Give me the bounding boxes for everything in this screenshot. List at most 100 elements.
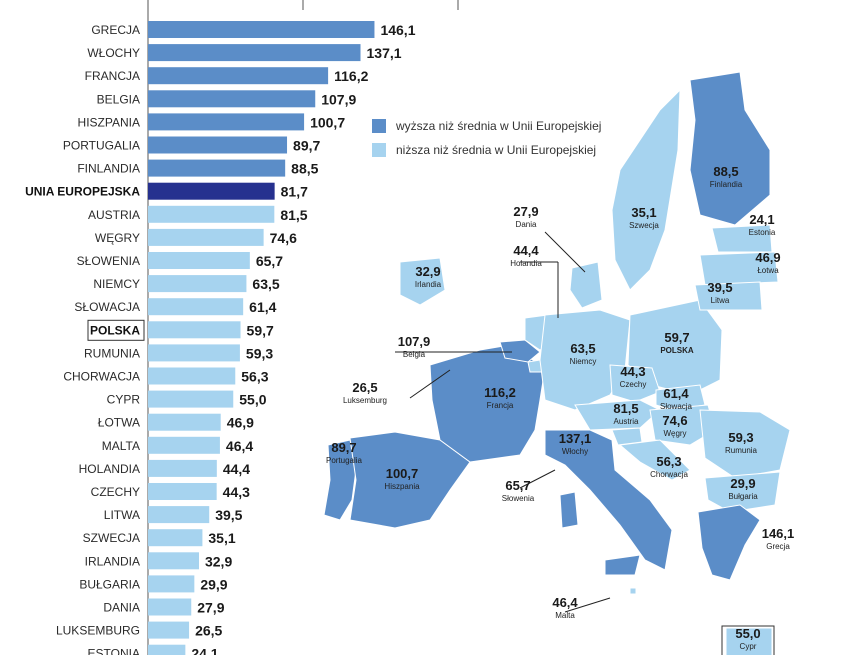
value-label: 26,5 [195,623,222,639]
category-label: HOLANDIA [79,462,140,476]
bar [148,159,286,177]
map-value-litwa: 39,5 [707,280,732,295]
value-label: 74,6 [270,230,297,246]
map-value-cypr: 55,0 [735,626,760,641]
map-name-włochy: Włochy [562,447,588,456]
category-label: ŁOTWA [98,416,140,430]
value-label: 56,3 [241,369,268,385]
region-bulgaria [704,471,781,513]
highlight-box [87,319,145,341]
map-value-słowenia: 65,7 [505,478,530,493]
bar [148,113,305,131]
value-label: 44,4 [223,461,250,477]
category-label: CHORWACJA [63,370,140,384]
category-label: HISZPANIA [78,115,140,129]
value-label: 46,9 [227,415,254,431]
bar [148,621,190,639]
value-label: 29,9 [200,576,227,592]
category-label: MALTA [102,439,140,453]
map-value-hiszpania: 100,7 [386,466,419,481]
leader-line [544,231,586,273]
value-label: 46,4 [226,438,253,454]
map-name-irlandia: Irlandia [415,280,442,289]
map-value-chorwacja: 56,3 [656,454,681,469]
category-label: POLSKA [90,323,140,337]
value-label: 59,3 [246,345,273,361]
value-label: 27,9 [197,600,224,616]
map-value-holandia: 44,4 [513,243,539,258]
value-label: 32,9 [205,553,232,569]
bar [148,367,236,385]
value-label: 65,7 [256,253,283,269]
legend-swatch-above [372,119,386,133]
category-label: LUKSEMBURG [56,624,140,638]
leader-line [519,469,556,489]
category-label: SZWECJA [83,531,140,545]
bar [148,205,275,223]
bar [148,182,275,200]
map-name-bułgaria: Bułgaria [728,492,758,501]
leader-line [409,369,451,399]
map-value-estonia: 24,1 [749,212,774,227]
value-label: 107,9 [321,91,356,107]
region-germany [539,309,631,411]
category-label: BELGIA [97,92,140,106]
value-label: 116,2 [334,68,368,84]
region-malta [629,587,637,595]
map-name-francja: Francja [487,401,514,410]
bar [148,413,221,431]
bar [148,67,329,85]
map-value-austria: 81,5 [613,401,638,416]
bar [148,228,264,246]
region-latvia [699,251,779,286]
category-label: AUSTRIA [88,208,140,222]
map-value-finlandia: 88,5 [713,164,738,179]
map-value-belgia: 107,9 [398,334,431,349]
map-name-niemcy: Niemcy [570,357,597,366]
region-denmark [569,261,603,309]
map-name-grecja: Grecja [766,542,790,551]
category-label: GRECJA [91,23,140,37]
value-label: 39,5 [215,507,242,523]
map-name-cypr: Cypr [740,642,757,651]
legend-item-above: wyższa niż średnia w Unii Europejskiej [372,114,601,138]
legend: wyższa niż średnia w Unii Europejskiej n… [372,114,601,162]
category-label: SŁOWENIA [77,254,140,268]
category-label: DANIA [103,601,140,615]
region-austria [574,399,661,431]
map-name-czechy: Czechy [620,380,647,389]
region-france [429,344,546,463]
cyprus-inset-box [721,625,775,655]
bar [148,136,288,154]
region-croatia [618,439,691,481]
map-value-niemcy: 63,5 [570,341,595,356]
map-name-litwa: Litwa [711,296,730,305]
bar [148,275,247,293]
bar [148,344,240,362]
map-name-słowenia: Słowenia [502,494,535,503]
bar [148,529,203,547]
map-name-łotwa: Łotwa [757,266,779,275]
region-lithuania [694,281,763,311]
map-value-portugalia: 89,7 [331,440,356,455]
map-name-portugalia: Portugalia [326,456,363,465]
europe-map [323,71,791,655]
region-italy [544,429,673,571]
bar [148,483,217,500]
value-label: 61,4 [249,299,276,315]
region-sardinia [559,491,579,529]
map-value-czechy: 44,3 [620,364,645,379]
map-value-węgry: 74,6 [662,413,687,428]
region-greece [697,504,761,581]
bar [148,575,195,593]
value-label: 44,3 [223,484,250,500]
map-name-rumunia: Rumunia [725,446,758,455]
category-label: SŁOWACJA [74,300,140,314]
map-value-dania: 27,9 [513,204,538,219]
map-name-słowacja: Słowacja [660,402,693,411]
region-sicily [604,554,641,576]
value-label: 89,7 [293,138,320,154]
map-labels: 146,1Grecja137,1Włochy116,2Francja107,9B… [326,164,794,651]
value-label: 137,1 [367,45,402,61]
value-label: 63,5 [252,276,279,292]
